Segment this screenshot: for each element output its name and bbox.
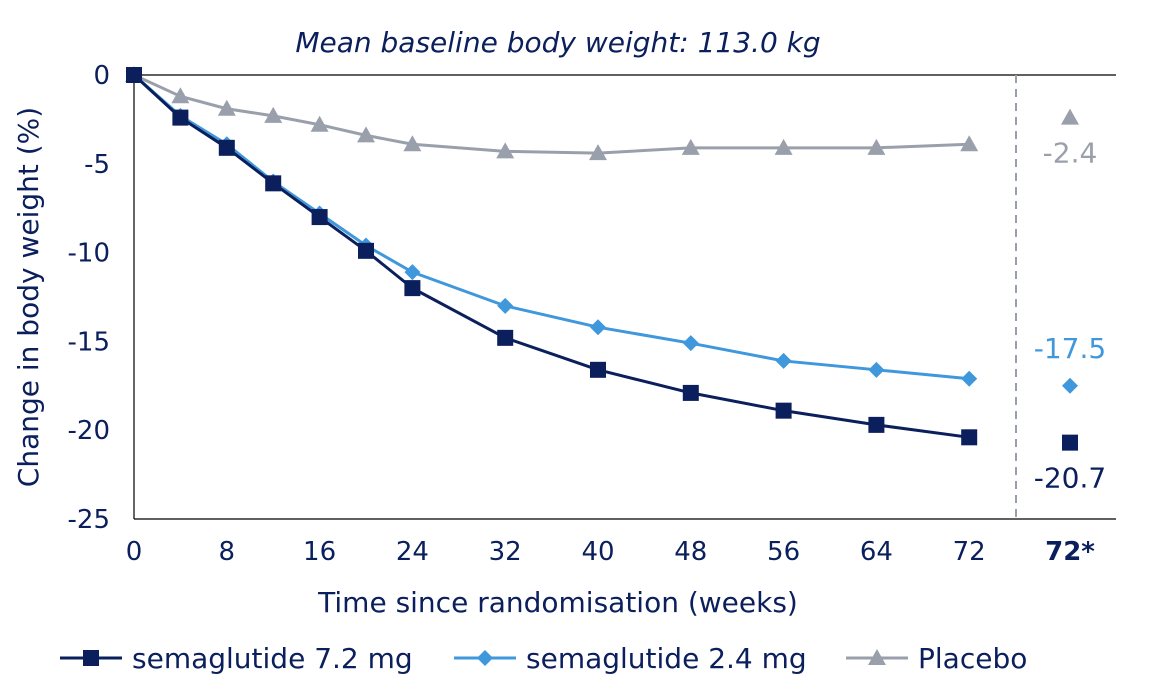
series-line [133,73,970,381]
final-marker [1061,108,1079,125]
plot-area [133,74,1116,520]
legend-marker [477,650,493,666]
series-line [132,73,970,439]
data-point [589,144,607,161]
legend-label: Placebo [918,642,1027,675]
x-tick-label: 8 [219,537,236,567]
x-tick-label: 32 [489,537,522,567]
data-point [960,135,979,152]
data-point [358,242,374,259]
data-point [497,329,514,346]
data-point [264,106,283,123]
y-tick-label: -15 [68,327,110,357]
series-2 [125,66,979,161]
legend-item: semaglutide 7.2 mg [60,642,413,675]
data-point [171,87,190,104]
final-marker [1062,434,1078,451]
data-point [774,138,793,155]
x-tick-label: 72 [953,537,986,567]
data-point [404,264,421,281]
y-tick-label: -25 [68,505,110,535]
data-point [497,297,514,314]
data-point [682,384,699,401]
y-tick-label: -10 [68,239,110,269]
x-axis-ticks: 0 8 16 24 32 40 48 56 64 72 72* [126,537,1096,567]
data-point [357,126,375,143]
data-point [496,142,515,159]
series-1 [126,67,978,387]
final-value-label: -2.4 [1043,137,1098,170]
legend-marker [868,649,886,665]
y-tick-label: -20 [68,416,110,446]
x-tick-label: 0 [126,537,143,567]
data-point [868,416,885,433]
x-tick-label-extra: 72* [1045,537,1095,567]
series-0 [126,67,978,446]
data-point [681,138,700,155]
final-value-label: -20.7 [1034,462,1106,495]
data-point [590,319,606,336]
data-point [265,175,282,192]
legend-label: semaglutide 7.2 mg [132,642,413,675]
data-point [867,138,886,155]
x-tick-label: 56 [767,537,800,567]
legend-item: Placebo [846,642,1027,675]
data-point [775,352,792,369]
x-tick-label: 48 [674,537,707,567]
data-point [961,370,978,387]
data-point [868,361,885,378]
data-point [961,429,978,446]
data-point [590,361,606,378]
final-values: -20.7 -17.5 -2.4 [1034,108,1106,495]
data-point [775,402,792,419]
y-tick-label: 0 [93,61,110,91]
data-point [172,109,189,126]
series-layer [125,66,979,446]
chart-title: Mean baseline body weight: 113.0 kg [295,26,820,59]
x-axis-label: Time since randomisation (weeks) [317,586,798,619]
data-point [218,139,235,156]
data-point [403,135,422,152]
x-tick-label: 40 [581,537,614,567]
x-tick-label: 64 [860,537,893,567]
legend-item: semaglutide 2.4 mg [454,642,807,675]
x-tick-label: 24 [396,537,429,567]
data-point [311,209,328,226]
data-point [217,99,236,116]
data-point [682,335,699,352]
data-point [310,115,329,132]
final-marker [1062,377,1078,394]
legend-marker [83,650,99,666]
x-tick-label: 16 [303,537,336,567]
final-value-label: -17.5 [1034,332,1106,365]
y-axis-ticks: 0 -5 -10 -15 -20 -25 [68,61,110,535]
series-line [133,73,970,155]
y-tick-label: -5 [84,150,110,180]
data-point [126,67,142,83]
legend: semaglutide 7.2 mg semaglutide 2.4 mg Plac… [60,642,1027,675]
data-point [404,280,421,297]
y-axis-label: Change in body weight (%) [12,107,45,487]
legend-label: semaglutide 2.4 mg [526,642,807,675]
